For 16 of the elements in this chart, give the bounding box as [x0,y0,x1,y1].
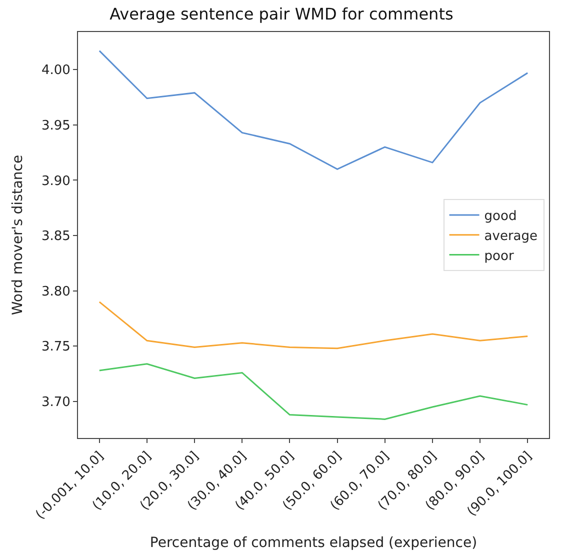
legend-label: poor [484,248,514,264]
line-series [98,301,528,350]
line-series [98,50,528,170]
y-tick-label: 3.95 [41,118,70,134]
line-series [98,363,528,420]
chart-title: Average sentence pair WMD for comments [110,4,454,24]
legend-label: average [484,228,538,244]
y-tick-label: 3.90 [41,174,70,189]
y-tick-label: 3.75 [41,340,70,355]
y-tick-label: 3.85 [41,229,70,244]
y-tick-label: 3.80 [41,284,70,300]
legend-label: good [484,209,517,224]
y-axis-title: Word mover's distance [10,154,26,316]
x-axis-title: Percentage of comments elapsed (experience) [150,534,478,551]
y-tick-label: 3.70 [41,395,70,410]
y-tick-label: 4.00 [41,63,70,78]
